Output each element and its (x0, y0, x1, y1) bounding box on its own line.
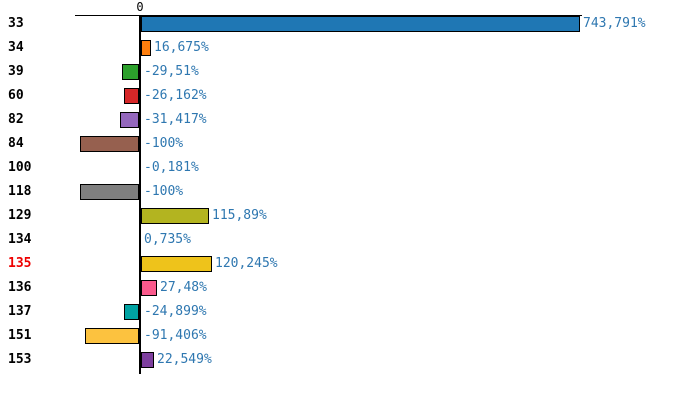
zero-tick-label: 0 (136, 0, 144, 14)
chart-row: 33 743,791% (0, 16, 700, 32)
category-label: 137 (8, 304, 32, 319)
bar (80, 184, 139, 200)
top-axis-line (75, 15, 582, 16)
value-label: 16,675% (154, 40, 209, 55)
value-label: -91,406% (144, 328, 207, 343)
bar (80, 136, 139, 152)
bar (141, 208, 209, 224)
value-label: -100% (144, 184, 184, 199)
bar (141, 280, 157, 296)
chart-row: 118 -100% (0, 184, 700, 200)
value-label: -0,181% (144, 160, 199, 175)
zero-axis-line (139, 15, 141, 374)
category-label: 153 (8, 352, 32, 367)
category-label: 34 (8, 40, 24, 55)
bar (141, 40, 151, 56)
value-label: -29,51% (144, 64, 199, 79)
category-label: 33 (8, 16, 24, 31)
bar (124, 304, 139, 320)
value-label: 115,89% (212, 208, 267, 223)
chart-row: 151 -91,406% (0, 328, 700, 344)
bar (141, 16, 580, 32)
category-label: 100 (8, 160, 32, 175)
category-label: 134 (8, 232, 32, 247)
chart-row: 100 -0,181% (0, 160, 700, 176)
bar (141, 256, 212, 272)
category-label: 60 (8, 88, 24, 103)
bar (124, 88, 139, 104)
value-label: -31,417% (144, 112, 207, 127)
chart-row: 34 16,675% (0, 40, 700, 56)
value-label: 27,48% (160, 280, 207, 295)
chart-row: 134 0,735% (0, 232, 700, 248)
chart-row: 153 22,549% (0, 352, 700, 368)
value-label: -24,899% (144, 304, 207, 319)
bar (120, 112, 139, 128)
category-label: 129 (8, 208, 32, 223)
category-label: 84 (8, 136, 24, 151)
chart-row: 39 -29,51% (0, 64, 700, 80)
category-label: 118 (8, 184, 32, 199)
bar (141, 352, 154, 368)
value-label: -26,162% (144, 88, 207, 103)
chart-row: 129 115,89% (0, 208, 700, 224)
category-label: 136 (8, 280, 32, 295)
value-label: 743,791% (583, 16, 646, 31)
value-label: 0,735% (144, 232, 191, 247)
chart-row: 136 27,48% (0, 280, 700, 296)
value-label: 120,245% (215, 256, 278, 271)
chart-row: 84 -100% (0, 136, 700, 152)
bar (85, 328, 139, 344)
category-label: 151 (8, 328, 32, 343)
chart-row: 135 120,245% (0, 256, 700, 272)
value-label: 22,549% (157, 352, 212, 367)
chart-row: 60 -26,162% (0, 88, 700, 104)
bar (122, 64, 139, 80)
category-label: 135 (8, 256, 32, 271)
chart-row: 82 -31,417% (0, 112, 700, 128)
category-label: 82 (8, 112, 24, 127)
chart-row: 137 -24,899% (0, 304, 700, 320)
value-label: -100% (144, 136, 184, 151)
category-label: 39 (8, 64, 24, 79)
